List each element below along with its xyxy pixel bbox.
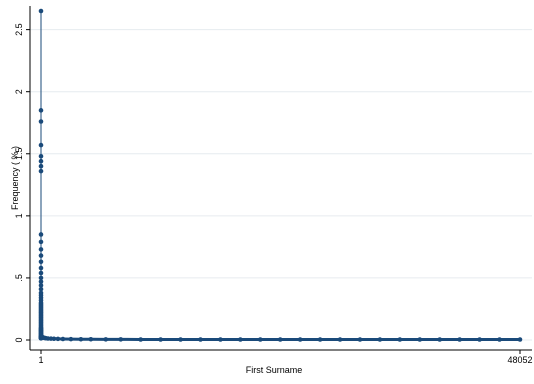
data-point <box>38 275 44 281</box>
axes <box>29 6 532 351</box>
y-ticks: 0 .5 1 1.5 2 2.5 <box>14 23 30 343</box>
y-tick-label: 1 <box>14 213 24 218</box>
data-point <box>517 337 523 342</box>
data-point <box>38 163 44 169</box>
series-lines <box>40 11 520 341</box>
x-axis-title: First Surname <box>246 365 303 375</box>
data-point <box>38 283 44 288</box>
y-tick-label: 2.5 <box>14 23 24 36</box>
data-point <box>417 337 423 342</box>
data-point <box>38 8 44 14</box>
data-point <box>38 279 44 284</box>
data-point <box>118 337 124 342</box>
data-point <box>38 239 44 245</box>
data-point <box>178 337 183 342</box>
data-point <box>38 153 44 159</box>
data-point <box>38 286 44 292</box>
data-point <box>38 259 44 265</box>
data-point <box>103 337 109 342</box>
data-point <box>60 336 66 342</box>
data-point <box>68 336 74 342</box>
data-point <box>55 336 61 342</box>
data-point <box>257 337 263 342</box>
data-point <box>38 265 44 271</box>
data-point <box>38 253 44 258</box>
y-tick-label: 0 <box>14 337 24 342</box>
data-point <box>38 142 44 148</box>
y-tick-label: .5 <box>14 274 24 282</box>
data-point <box>38 247 44 252</box>
data-point <box>457 337 462 342</box>
data-point <box>277 337 283 342</box>
x-tick-label: 48052 <box>507 355 532 365</box>
x-tick-label: 1 <box>38 355 43 365</box>
data-point <box>397 337 403 342</box>
data-point <box>218 337 223 342</box>
data-point <box>38 108 44 113</box>
data-point <box>497 337 502 342</box>
data-point <box>158 337 163 342</box>
data-point <box>337 337 343 342</box>
data-point <box>38 168 44 174</box>
x-ticks: 1 48052 <box>38 350 533 365</box>
y-tick-label: 2 <box>14 89 24 94</box>
data-point <box>437 337 443 342</box>
data-point <box>38 158 44 164</box>
y-axis-title: Frequency ( % ) <box>10 146 20 210</box>
data-point <box>88 336 94 342</box>
data-point <box>138 337 143 342</box>
data-point <box>78 336 84 342</box>
data-point <box>51 336 57 342</box>
data-point <box>38 232 44 237</box>
data-point <box>477 337 482 342</box>
gridlines <box>30 29 532 341</box>
data-point <box>357 337 363 342</box>
data-point <box>238 337 243 342</box>
series-points <box>38 8 523 342</box>
data-point <box>297 337 303 342</box>
data-point <box>198 337 203 342</box>
data-point <box>317 337 323 342</box>
data-point <box>38 119 44 124</box>
y-tick-label: 1.5 <box>14 148 24 161</box>
data-point <box>38 270 44 276</box>
data-point <box>377 337 383 342</box>
